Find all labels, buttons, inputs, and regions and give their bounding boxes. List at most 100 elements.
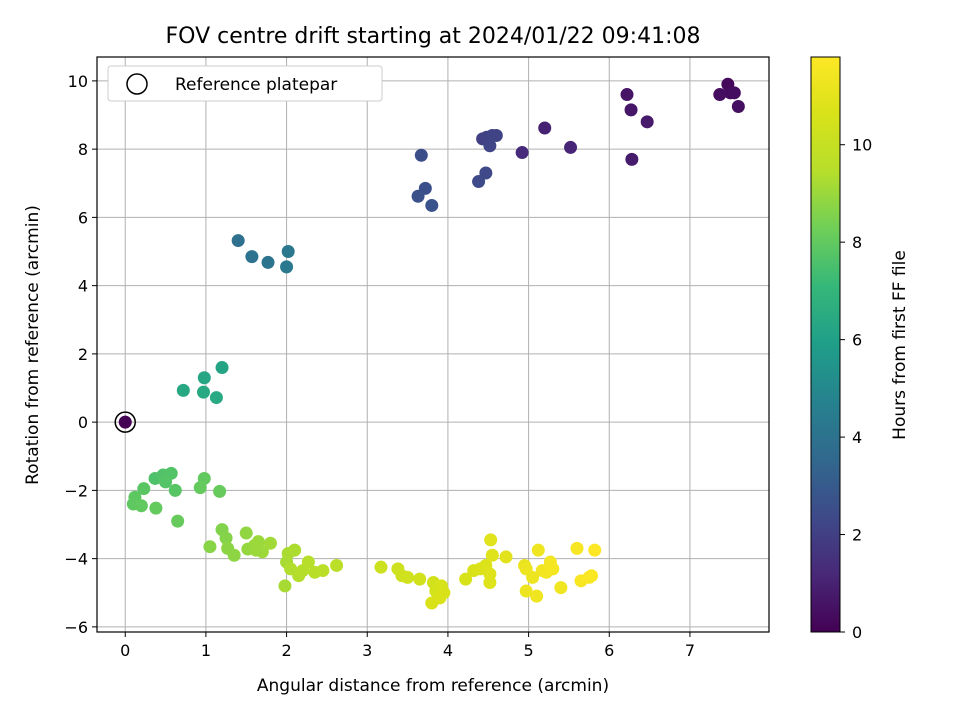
data-point — [519, 584, 533, 598]
data-point — [137, 482, 151, 496]
data-point — [316, 564, 330, 578]
data-point — [484, 533, 498, 547]
plot-frame — [96, 56, 770, 633]
data-point — [118, 415, 132, 429]
legend-label-reference: Reference platepar — [175, 75, 337, 95]
data-point — [538, 121, 552, 135]
data-points — [114, 77, 745, 610]
data-point — [485, 548, 499, 562]
data-point — [499, 550, 513, 564]
data-point — [489, 128, 503, 142]
data-point — [239, 526, 253, 540]
data-point — [640, 115, 654, 129]
y-tick-label: 0 — [78, 413, 88, 432]
data-point — [554, 581, 568, 595]
x-tick-label: 7 — [685, 641, 695, 660]
data-point — [425, 198, 439, 212]
data-point — [301, 555, 315, 569]
colorbar-tick-label: 10 — [852, 136, 872, 155]
y-tick-label: 6 — [78, 208, 88, 227]
data-point — [280, 260, 294, 274]
data-point — [134, 499, 148, 513]
grid-lines — [97, 57, 769, 632]
data-point — [483, 576, 497, 590]
data-point — [288, 543, 302, 557]
data-point — [171, 514, 185, 528]
data-point — [479, 166, 493, 180]
x-tick-label: 4 — [443, 641, 453, 660]
y-tick-label: 8 — [78, 140, 88, 159]
data-point — [215, 361, 229, 375]
data-point — [197, 371, 211, 385]
x-tick-label: 2 — [281, 641, 291, 660]
data-point — [620, 88, 634, 102]
y-axis-label: Rotation from reference (arcmin) — [23, 205, 43, 485]
data-point — [159, 475, 173, 489]
data-point — [176, 383, 190, 397]
data-point — [330, 558, 344, 572]
x-axis-label: Angular distance from reference (arcmin) — [257, 676, 609, 696]
y-ticks: −6 −4 −2 0 2 4 6 8 10 — [64, 72, 97, 637]
data-point — [625, 152, 639, 166]
y-tick-label: 2 — [78, 345, 88, 364]
data-point — [472, 175, 486, 189]
data-point — [219, 531, 233, 545]
data-point — [570, 541, 584, 555]
data-point — [193, 481, 207, 495]
chart-title: FOV centre drift starting at 2024/01/22 … — [166, 24, 701, 49]
data-point — [546, 562, 560, 576]
y-tick-label: −2 — [64, 481, 88, 500]
data-point — [227, 548, 241, 562]
data-point — [196, 385, 210, 399]
colorbar-tick-label: 2 — [852, 526, 862, 545]
data-point — [203, 540, 217, 554]
data-point — [149, 501, 163, 515]
x-tick-label: 5 — [524, 641, 534, 660]
data-point — [588, 543, 602, 557]
colorbar-tick-label: 8 — [852, 233, 862, 252]
y-tick-label: −4 — [64, 550, 88, 569]
y-tick-label: −6 — [64, 618, 88, 637]
data-point — [713, 88, 727, 102]
data-point — [564, 140, 578, 154]
data-point — [231, 234, 245, 248]
x-tick-label: 0 — [120, 641, 130, 660]
x-ticks: 0 1 2 3 4 5 6 7 — [120, 632, 695, 660]
data-point — [168, 483, 182, 497]
colorbar-ticks: 0 2 4 6 8 10 — [840, 136, 872, 642]
data-point — [515, 146, 529, 160]
reference-platepar-marker — [114, 411, 136, 433]
legend: Reference platepar — [107, 65, 383, 102]
colorbar-label: Hours from first FF file — [890, 250, 910, 440]
data-point — [531, 543, 545, 557]
colorbar: 0 2 4 6 8 10 Hours from first FF file — [810, 56, 910, 642]
data-point — [249, 543, 263, 557]
data-point — [263, 536, 277, 550]
data-point — [374, 560, 388, 574]
data-point — [624, 103, 638, 117]
data-point — [530, 589, 544, 603]
data-point — [281, 245, 295, 259]
data-point — [585, 569, 599, 583]
x-tick-label: 1 — [201, 641, 211, 660]
data-point — [245, 250, 259, 264]
data-point — [411, 189, 425, 203]
data-point — [278, 579, 292, 593]
colorbar-tick-label: 4 — [852, 428, 862, 447]
y-tick-label: 4 — [78, 277, 88, 296]
data-point — [433, 591, 447, 605]
data-point — [483, 139, 497, 153]
y-tick-label: 10 — [68, 72, 88, 91]
legend-box — [107, 65, 383, 102]
plot-area: 0 1 2 3 4 5 6 7 −6 −4 −2 0 2 4 6 8 10 — [64, 56, 770, 660]
legend-marker-reference — [126, 73, 148, 95]
data-point — [261, 255, 275, 269]
x-tick-label: 3 — [362, 641, 372, 660]
data-point — [414, 148, 428, 162]
data-point — [401, 570, 415, 584]
data-point — [526, 570, 540, 584]
data-point — [413, 572, 427, 586]
colorbar-tick-label: 6 — [852, 331, 862, 350]
x-tick-label: 6 — [604, 641, 614, 660]
